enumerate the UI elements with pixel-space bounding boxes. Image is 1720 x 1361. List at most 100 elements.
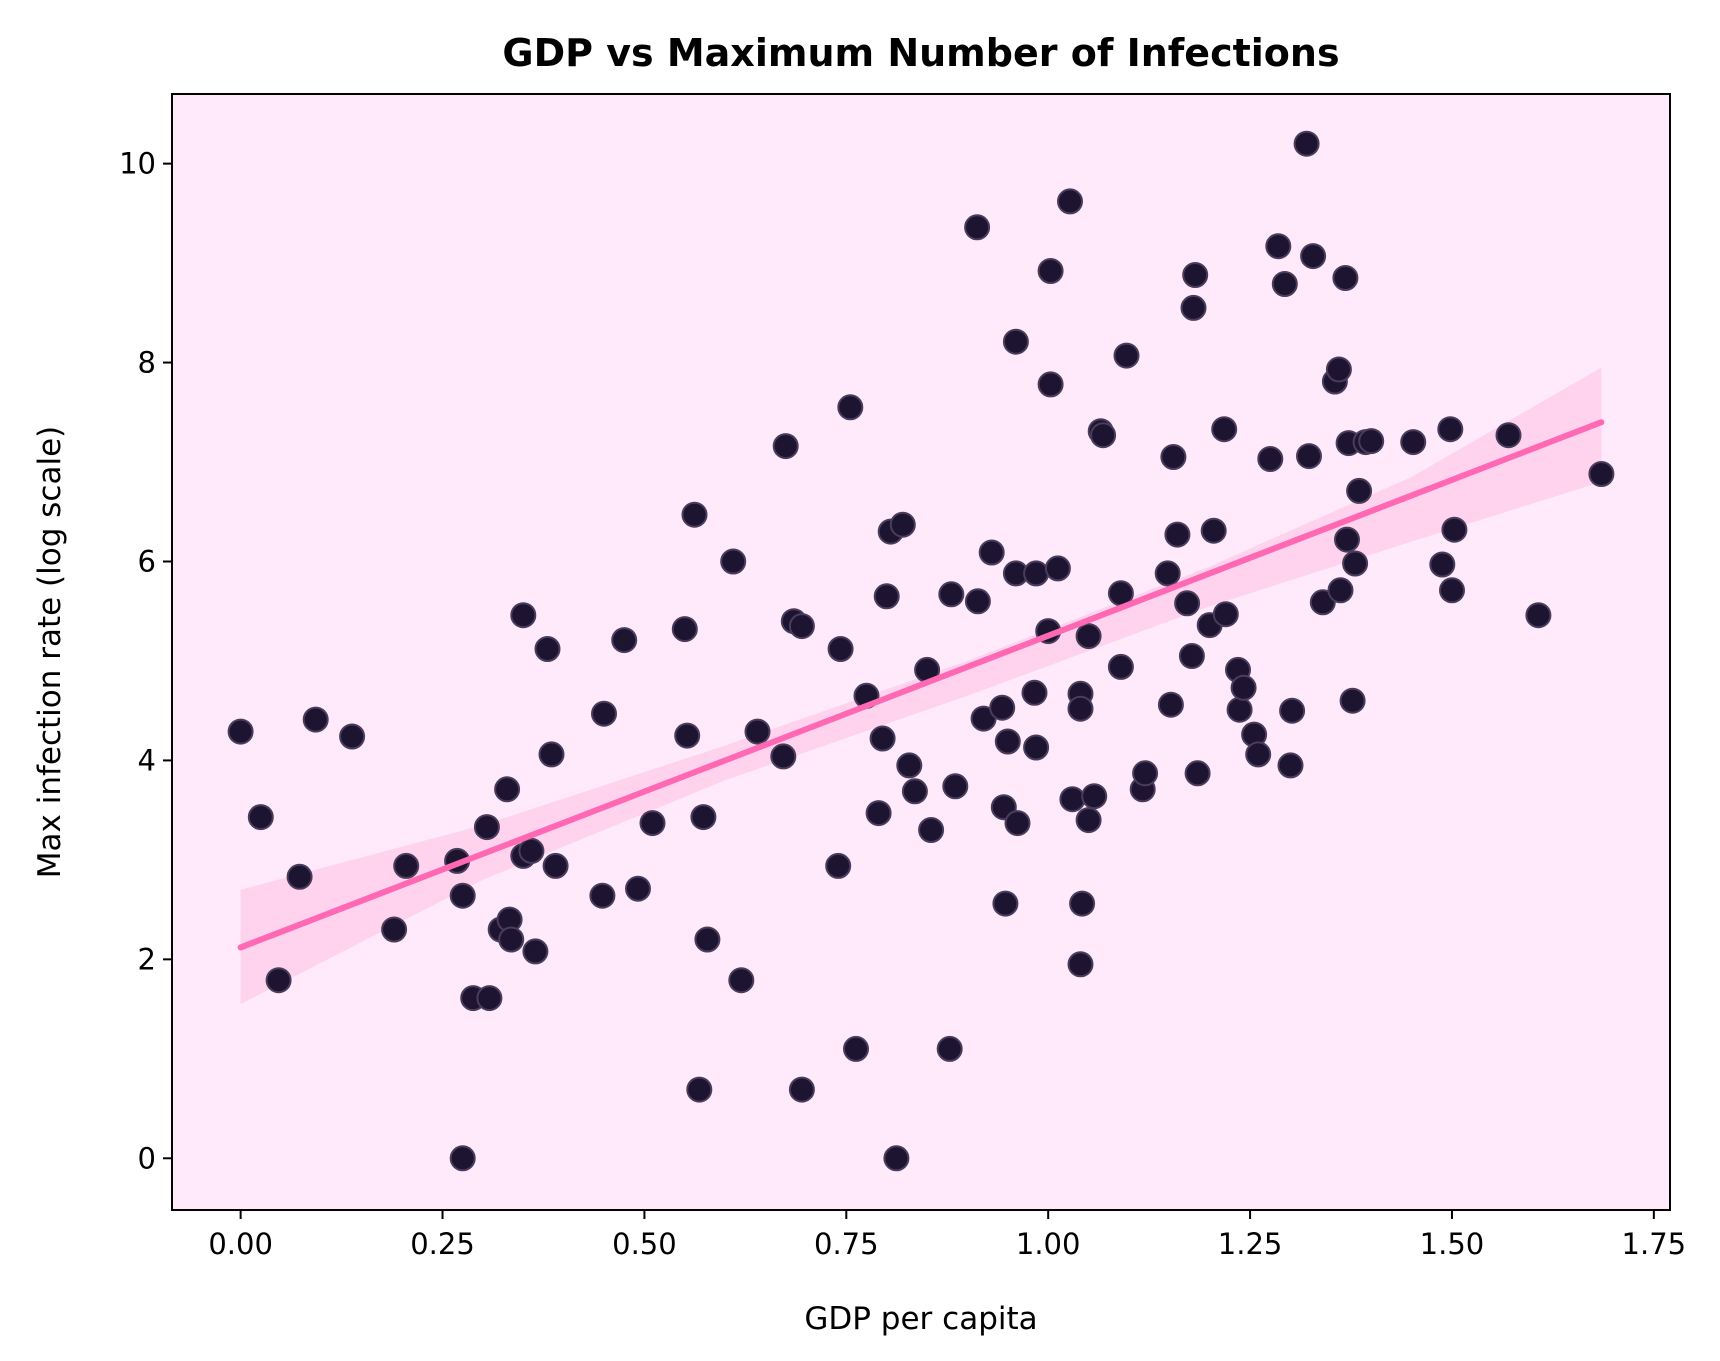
data-point [1588, 461, 1615, 487]
data-point [1327, 577, 1354, 604]
x-tick-label: 0.25 [410, 1227, 475, 1261]
data-point [1200, 517, 1227, 544]
x-tick-label: 0.75 [814, 1227, 879, 1261]
data-point [1004, 810, 1031, 837]
data-point [1184, 760, 1211, 787]
y-tick-label: 10 [119, 147, 156, 181]
data-point [639, 810, 666, 837]
data-point [1309, 589, 1336, 616]
data-point [1334, 526, 1360, 553]
data-point [1160, 444, 1187, 470]
data-point [1441, 516, 1468, 543]
data-point [744, 718, 771, 745]
data-point [591, 700, 617, 727]
x-tick-label: 1.50 [1420, 1227, 1485, 1261]
data-point [1495, 422, 1522, 449]
data-point [449, 882, 476, 909]
data-point [1296, 443, 1322, 470]
data-point [694, 926, 721, 953]
data-point [1113, 342, 1140, 369]
data-point [1021, 679, 1048, 706]
data-point [942, 773, 969, 800]
x-tick-label: 0.00 [208, 1227, 273, 1261]
data-point [1358, 428, 1385, 455]
data-point [788, 1076, 815, 1103]
data-point [1023, 560, 1050, 587]
x-tick-label: 1.00 [1016, 1227, 1081, 1261]
data-point [1174, 590, 1201, 617]
regression-line [237, 419, 1605, 951]
data-point [1037, 371, 1064, 398]
data-point [1342, 550, 1369, 577]
data-point [1067, 695, 1094, 722]
data-point [1178, 643, 1205, 669]
chart-title: GDP vs Maximum Number of Infections [502, 31, 1339, 75]
data-point [728, 967, 755, 994]
data-point [542, 852, 569, 879]
data-point [690, 804, 717, 831]
data-point [449, 1145, 476, 1172]
data-point [1277, 752, 1304, 779]
data-point [873, 583, 900, 610]
data-point [1069, 890, 1096, 917]
data-point [625, 875, 651, 902]
data-point [1081, 783, 1108, 810]
data-point [1023, 734, 1050, 761]
data-point [901, 778, 928, 805]
data-point [883, 1145, 910, 1172]
y-tick-label: 4 [138, 743, 156, 777]
data-point [381, 916, 408, 943]
data-point [889, 511, 916, 538]
data-point [1211, 416, 1238, 443]
data-point [494, 776, 521, 803]
data-point [247, 804, 274, 831]
plot-area [172, 94, 1670, 1210]
data-point [936, 1035, 963, 1062]
x-tick-label: 1.75 [1622, 1227, 1687, 1261]
data-point [534, 636, 561, 662]
y-tick-label: 6 [138, 544, 156, 578]
x-axis: 0.00 0.25 0.50 0.75 1.00 1.25 1.50 1.75 [208, 1210, 1686, 1261]
data-point [1332, 265, 1359, 291]
data-point [1059, 786, 1086, 813]
data-point [671, 616, 698, 643]
data-point [538, 741, 565, 768]
y-axis-label: Max infection rate (log scale) [32, 426, 68, 878]
data-point [1279, 697, 1306, 724]
y-tick-label: 0 [138, 1141, 156, 1175]
data-point [1044, 555, 1071, 582]
data-point [1300, 243, 1327, 270]
data-point [938, 581, 965, 608]
data-point [896, 752, 923, 779]
data-point [589, 882, 616, 909]
x-tick-label: 0.50 [612, 1227, 677, 1261]
data-point [1439, 577, 1465, 604]
data-point [1164, 521, 1191, 548]
y-tick-label: 8 [138, 346, 156, 380]
y-tick-label: 2 [138, 942, 156, 976]
data-point [302, 706, 329, 733]
data-point [865, 800, 892, 827]
data-point [473, 814, 500, 841]
data-point [1339, 687, 1366, 714]
data-point [964, 588, 991, 615]
data-point [1325, 356, 1352, 383]
data-point [1075, 623, 1102, 650]
data-point [825, 852, 852, 879]
data-point [1107, 653, 1134, 680]
data-points [227, 130, 1615, 1172]
data-point [1245, 741, 1272, 768]
data-point [1265, 233, 1292, 260]
x-tick-label: 1.25 [1218, 1227, 1283, 1261]
data-point [772, 433, 799, 460]
data-point [510, 602, 537, 629]
data-point [1257, 446, 1284, 472]
data-point [1429, 551, 1456, 578]
data-point [227, 718, 254, 745]
data-point [1002, 328, 1029, 355]
data-point [1271, 271, 1298, 297]
data-point [978, 539, 1005, 566]
x-axis-label: GDP per capita [804, 1301, 1037, 1337]
data-point [1437, 416, 1464, 443]
data-point [1037, 258, 1064, 284]
